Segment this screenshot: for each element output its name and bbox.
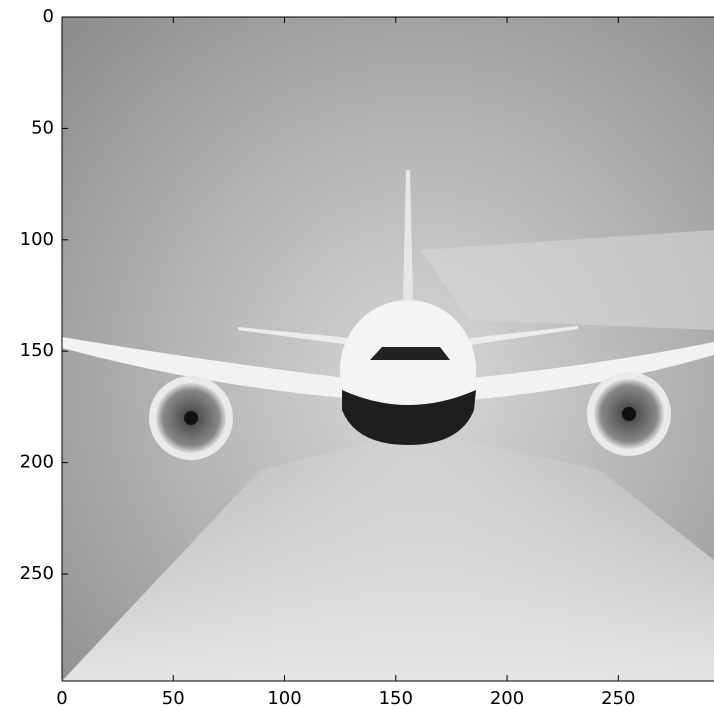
image xyxy=(62,17,714,681)
x-tick-label: 50 xyxy=(162,688,185,708)
y-tick-label: 0 xyxy=(43,6,54,27)
x-tick-label: 100 xyxy=(267,688,301,708)
x-tick-label: 200 xyxy=(490,688,524,708)
y-tick-label: 150 xyxy=(20,340,54,361)
x-tick-label: 150 xyxy=(379,688,413,708)
y-tick-label: 50 xyxy=(31,117,54,138)
y-tick-label: 100 xyxy=(20,229,54,250)
y-tick-label: 200 xyxy=(20,452,54,473)
x-tick-label: 0 xyxy=(56,688,67,708)
x-tick-label: 250 xyxy=(601,688,635,708)
chart: 0 50 100 150 200 250 0 50 100 150 200 250 xyxy=(0,0,714,708)
y-tick-label: 250 xyxy=(20,563,54,584)
